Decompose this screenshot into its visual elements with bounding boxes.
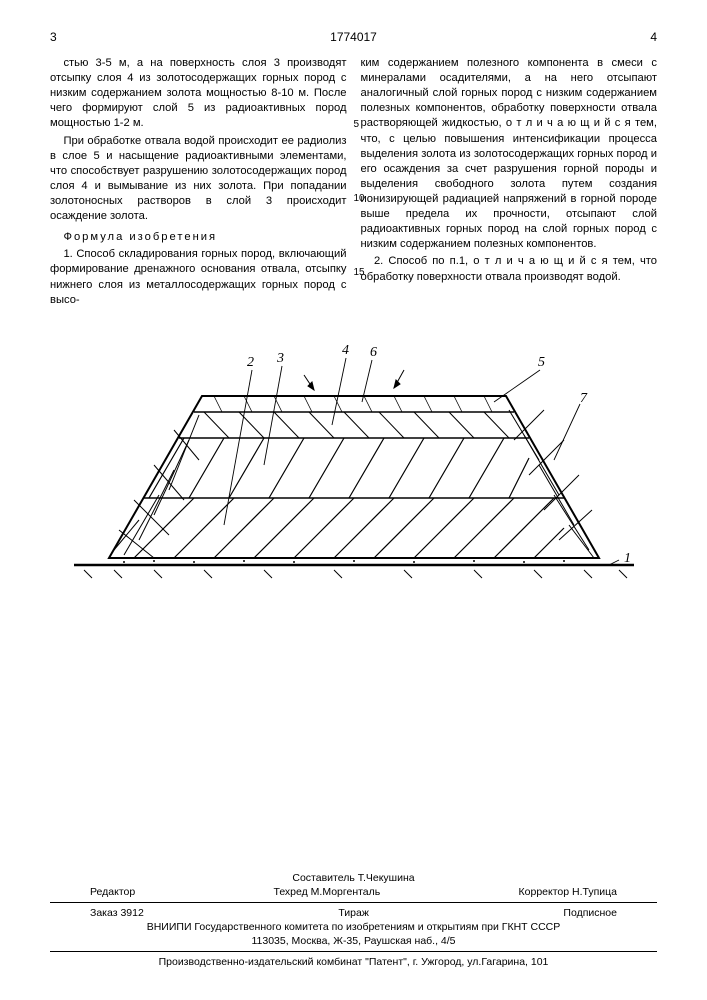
footer: Составитель Т.Чекушина Редактор Техред М… [50,870,657,970]
page-num-right: 4 [650,30,657,44]
column-right: ким содержанием полезного компонента в с… [361,56,658,310]
footer-credits: Редактор Техред М.Моргенталь Корректор Н… [50,886,657,898]
printer-line: Производственно-издательский комбинат "П… [50,956,657,968]
line-marker: 10 [354,192,365,206]
figure-area: 1 2 3 4 5 6 7 [50,340,657,580]
patent-number: 1774017 [330,30,377,44]
paragraph: 1. Способ складирования горных пород, вк… [50,247,347,307]
svg-text:1: 1 [624,551,631,566]
claims-title: Формула изобретения [50,230,347,245]
signed: Подписное [563,907,617,919]
paragraph: При обработке отвала водой происходит ее… [50,134,347,225]
page: 3 1774017 4 5 10 15 стью 3-5 м, а на пов… [0,0,707,1000]
address-line: 113035, Москва, Ж-35, Раушская наб., 4/5 [50,935,657,947]
paragraph: ким содержанием полезного компонента в с… [361,56,658,252]
svg-text:4: 4 [342,343,349,358]
techred: Техред М.Моргенталь [274,886,381,898]
svg-text:3: 3 [276,351,284,366]
order-number: Заказ 3912 [90,907,144,919]
divider [50,951,657,952]
svg-text:6: 6 [370,345,377,360]
column-left: стью 3-5 м, а на поверхность слоя 3 прои… [50,56,347,310]
technical-diagram: 1 2 3 4 5 6 7 [64,340,644,580]
header: 3 1774017 4 [50,30,657,44]
text-columns: 5 10 15 стью 3-5 м, а на поверхность сло… [50,56,657,310]
svg-text:5: 5 [538,355,545,370]
line-marker: 5 [354,118,360,132]
footer-order-line: Заказ 3912 Тираж Подписное [50,907,657,919]
divider [50,902,657,903]
line-marker: 15 [354,266,365,280]
tirazh: Тираж [338,907,369,919]
paragraph: 2. Способ по п.1, о т л и ч а ю щ и й с … [361,254,658,284]
corrector: Корректор Н.Тупица [519,886,617,898]
editor: Редактор [90,886,135,898]
compiler-line: Составитель Т.Чекушина [50,872,657,884]
paragraph: стью 3-5 м, а на поверхность слоя 3 прои… [50,56,347,132]
page-num-left: 3 [50,30,57,44]
org-line: ВНИИПИ Государственного комитета по изоб… [50,921,657,933]
svg-text:2: 2 [247,355,254,370]
svg-text:7: 7 [580,391,588,406]
